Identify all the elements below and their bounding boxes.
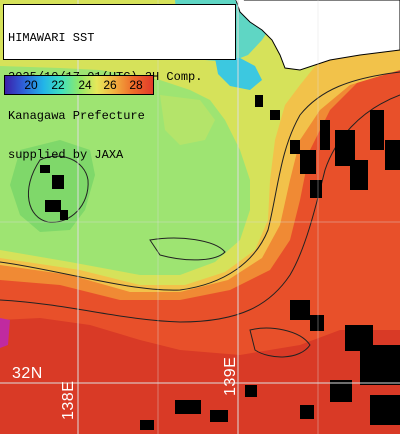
- legend-tick-24: 24: [78, 78, 92, 92]
- sst-contour-5: [249, 327, 311, 358]
- cloud-masks: [40, 95, 400, 430]
- sst-contour-3: [27, 155, 89, 223]
- sst-contour-1: [0, 71, 400, 291]
- map-title-box: HIMAWARI SST 2025/10/17 01(UTC) 3H Comp.…: [3, 4, 236, 162]
- legend-tick-20: 20: [24, 78, 38, 92]
- legend-tick-22: 22: [51, 78, 65, 92]
- land-honshu: [235, 0, 400, 71]
- title-line-3: Kanagawa Prefecture: [8, 109, 145, 123]
- longitude-label-138e: 138E: [60, 380, 77, 420]
- green-water-patch-2: [160, 95, 215, 145]
- temperature-color-legend: 20 22 24 26 28: [4, 75, 154, 95]
- title-line-4: supplied by JAXA: [8, 148, 124, 162]
- longitude-label-139e: 139E: [222, 356, 239, 396]
- title-line-1: HIMAWARI SST: [8, 31, 95, 45]
- magenta-patch: [0, 318, 10, 348]
- latitude-label-32n: 32N: [12, 365, 43, 382]
- sst-contour-4: [149, 237, 226, 261]
- legend-tick-26: 26: [103, 78, 117, 92]
- legend-tick-28: 28: [129, 78, 143, 92]
